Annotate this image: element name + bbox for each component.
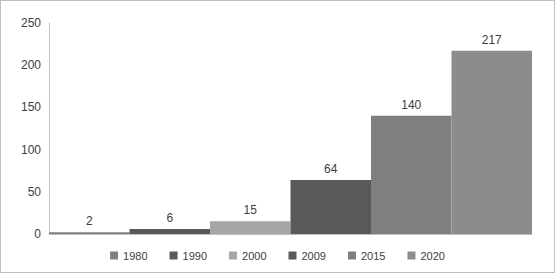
svg-text:2: 2 [86,214,93,228]
svg-text:2009: 2009 [302,250,326,262]
svg-text:150: 150 [21,100,41,114]
svg-text:217: 217 [482,33,502,47]
svg-text:200: 200 [21,58,41,72]
svg-text:15: 15 [244,203,258,217]
svg-text:1980: 1980 [123,250,147,262]
svg-text:0: 0 [34,227,41,241]
svg-text:6: 6 [166,211,173,225]
svg-text:100: 100 [21,143,41,157]
svg-text:64: 64 [324,162,338,176]
svg-text:2020: 2020 [420,250,444,262]
svg-text:2000: 2000 [242,250,266,262]
svg-text:140: 140 [401,98,421,112]
svg-text:250: 250 [21,16,41,30]
svg-text:1990: 1990 [183,250,207,262]
svg-text:2015: 2015 [361,250,385,262]
svg-text:50: 50 [28,185,42,199]
